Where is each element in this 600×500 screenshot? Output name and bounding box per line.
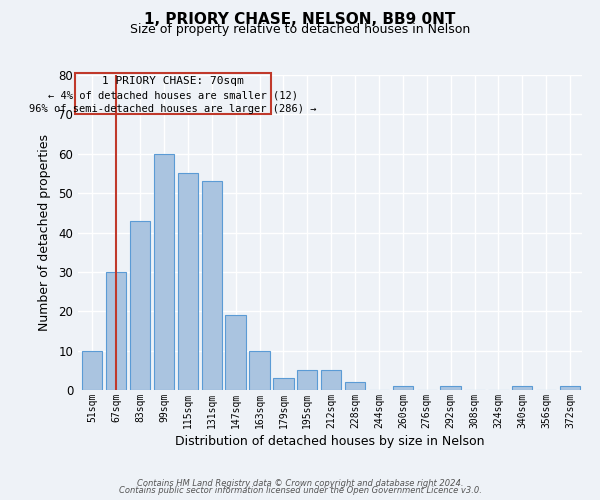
Text: 1 PRIORY CHASE: 70sqm: 1 PRIORY CHASE: 70sqm (103, 76, 244, 86)
Bar (226, 315, 246, 390)
Bar (154, 154, 174, 390)
Bar (512, 386, 532, 390)
Text: Contains public sector information licensed under the Open Government Licence v3: Contains public sector information licen… (119, 486, 481, 495)
Text: 1, PRIORY CHASE, NELSON, BB9 0NT: 1, PRIORY CHASE, NELSON, BB9 0NT (145, 12, 455, 28)
Bar (393, 386, 413, 390)
X-axis label: Distribution of detached houses by size in Nelson: Distribution of detached houses by size … (175, 435, 485, 448)
Bar (560, 386, 580, 390)
Bar (321, 370, 341, 390)
Text: ← 4% of detached houses are smaller (12): ← 4% of detached houses are smaller (12) (48, 90, 298, 101)
Bar (130, 220, 150, 390)
Bar (202, 182, 222, 390)
Y-axis label: Number of detached properties: Number of detached properties (38, 134, 52, 331)
Bar (82, 350, 103, 390)
Bar (106, 272, 127, 390)
Text: 96% of semi-detached houses are larger (286) →: 96% of semi-detached houses are larger (… (29, 104, 317, 114)
Text: Size of property relative to detached houses in Nelson: Size of property relative to detached ho… (130, 22, 470, 36)
Bar (345, 382, 365, 390)
Bar (178, 174, 198, 390)
Bar (250, 350, 269, 390)
Text: Contains HM Land Registry data © Crown copyright and database right 2024.: Contains HM Land Registry data © Crown c… (137, 478, 463, 488)
Bar (273, 378, 293, 390)
Bar (297, 370, 317, 390)
Bar (440, 386, 461, 390)
